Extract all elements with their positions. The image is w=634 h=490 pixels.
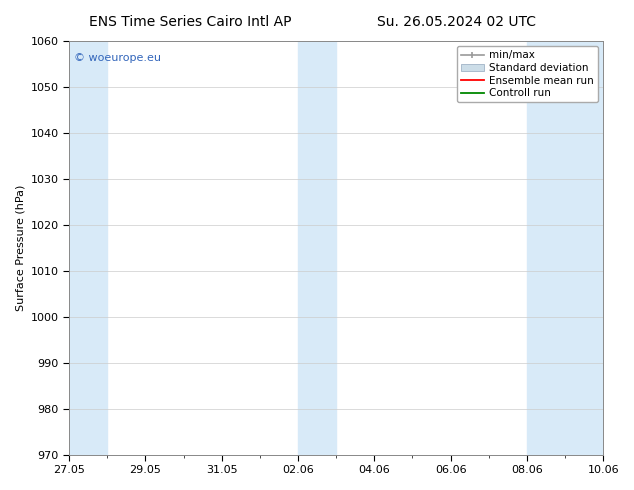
Legend: min/max, Standard deviation, Ensemble mean run, Controll run: min/max, Standard deviation, Ensemble me… xyxy=(456,46,598,102)
Text: ENS Time Series Cairo Intl AP: ENS Time Series Cairo Intl AP xyxy=(89,15,292,29)
Bar xyxy=(527,41,603,455)
Bar xyxy=(69,41,107,455)
Text: © woeurope.eu: © woeurope.eu xyxy=(74,53,162,64)
Text: Su. 26.05.2024 02 UTC: Su. 26.05.2024 02 UTC xyxy=(377,15,536,29)
Bar xyxy=(298,41,336,455)
Y-axis label: Surface Pressure (hPa): Surface Pressure (hPa) xyxy=(15,185,25,311)
